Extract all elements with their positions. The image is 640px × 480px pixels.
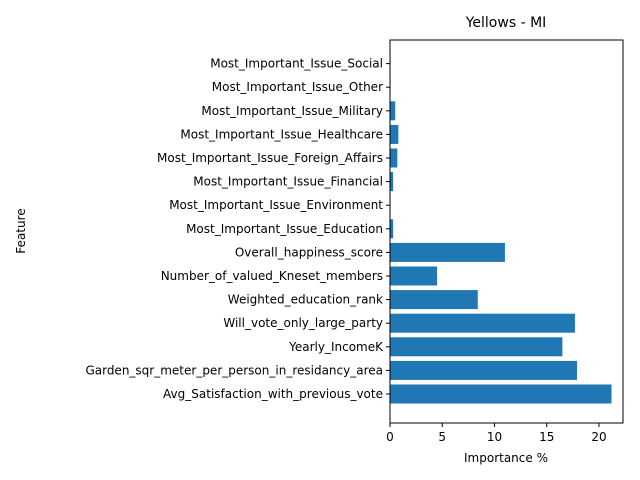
y-tick-label: Overall_happiness_score <box>235 245 383 259</box>
y-tick-label: Most_Important_Issue_Financial <box>193 175 383 189</box>
bar <box>390 266 438 286</box>
y-tick-label: Most_Important_Issue_Other <box>212 80 383 94</box>
bar <box>390 101 396 121</box>
chart-title: Yellows - MI <box>465 15 547 31</box>
x-axis-label: Importance % <box>464 451 548 465</box>
x-tick-label: 20 <box>591 430 606 444</box>
bar <box>390 172 394 192</box>
y-tick-label: Weighted_education_rank <box>228 293 383 307</box>
bar <box>390 219 394 239</box>
x-ticks-group: 0 5 10 15 20 <box>386 423 607 444</box>
bar <box>390 313 575 333</box>
x-tick-label: 15 <box>539 430 554 444</box>
y-ticks-group: Avg_Satisfaction_with_previous_vote Garde… <box>85 57 390 401</box>
y-tick-label: Will_vote_only_large_party <box>223 316 383 330</box>
y-axis-label: Feature <box>14 208 28 253</box>
y-tick-label: Most_Important_Issue_Environment <box>169 198 383 212</box>
y-tick-label: Most_Important_Issue_Foreign_Affairs <box>157 151 383 165</box>
x-tick-label: 10 <box>487 430 502 444</box>
y-tick-label: Most_Important_Issue_Healthcare <box>180 127 383 141</box>
bar <box>390 337 563 357</box>
y-tick-label: Yearly_IncomeK <box>288 340 384 354</box>
bar <box>390 124 399 144</box>
x-tick-label: 5 <box>438 430 446 444</box>
bar <box>390 148 398 168</box>
bar <box>390 360 578 380</box>
y-tick-label: Avg_Satisfaction_with_previous_vote <box>163 387 383 401</box>
y-tick-label: Most_Important_Issue_Education <box>186 222 383 236</box>
y-tick-label: Number_of_valued_Kneset_members <box>161 269 383 283</box>
x-tick-label: 0 <box>386 430 394 444</box>
y-tick-label: Garden_sqr_meter_per_person_in_residancy… <box>85 363 383 377</box>
plot-frame <box>389 39 624 424</box>
bar <box>390 242 505 262</box>
y-tick-label: Most_Important_Issue_Military <box>201 104 383 118</box>
bars-group <box>390 54 612 404</box>
bar <box>390 290 478 310</box>
y-tick-label: Most_Important_Issue_Social <box>210 57 383 71</box>
bar <box>390 384 612 404</box>
